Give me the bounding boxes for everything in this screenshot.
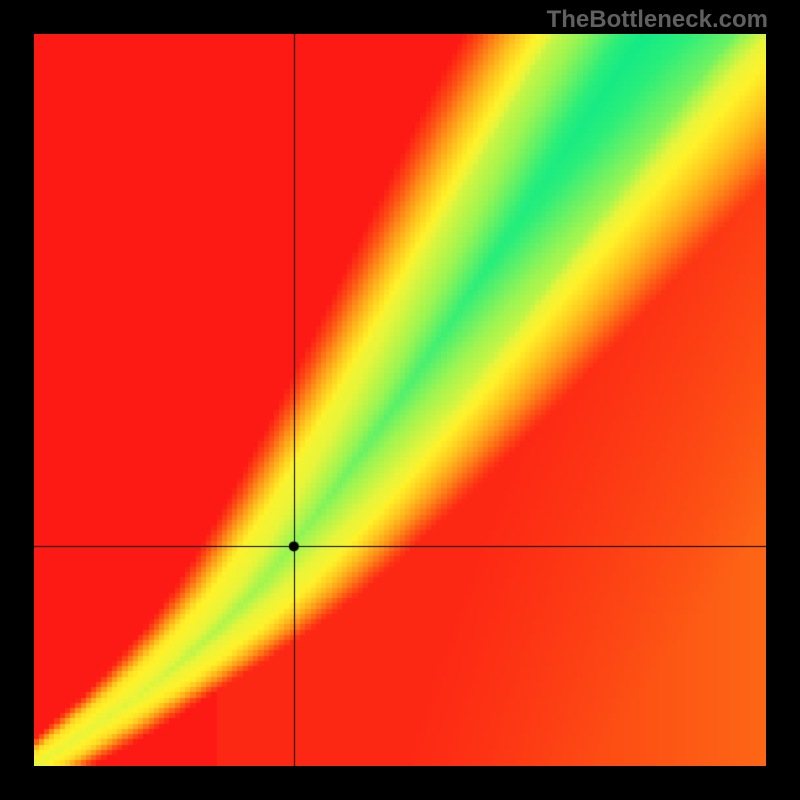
- chart-container: TheBottleneck.com: [0, 0, 800, 800]
- bottleneck-heatmap: [34, 34, 766, 766]
- watermark-text: TheBottleneck.com: [547, 6, 768, 34]
